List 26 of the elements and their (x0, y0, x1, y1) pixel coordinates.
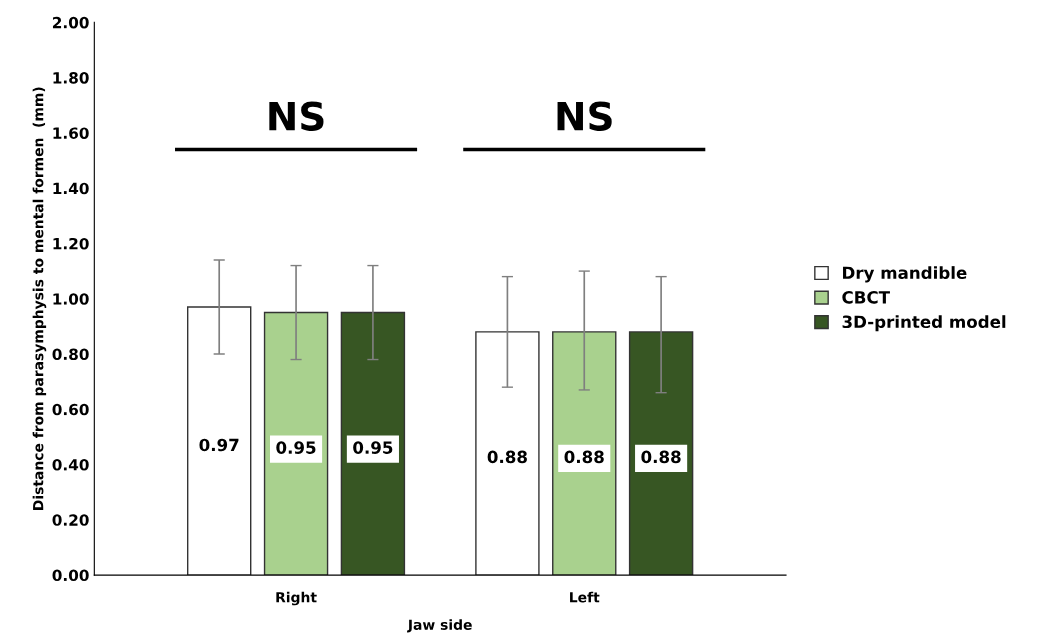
data-label: 0.88 (641, 450, 681, 464)
x-tick-label: Right (276, 591, 317, 606)
y-tick-label: 0.60 (52, 403, 89, 416)
data-label: 0.88 (487, 450, 527, 464)
data-label: 0.95 (353, 441, 393, 454)
y-tick-label: 0.20 (52, 514, 89, 526)
y-tick-label: 2.00 (52, 16, 89, 29)
legend-label: Dry mandible (843, 266, 967, 283)
y-tick-label: 1.20 (53, 237, 89, 250)
legend-label: CBCT (842, 291, 890, 304)
data-label: 0.95 (276, 441, 316, 454)
x-tick-label: Left (570, 591, 600, 603)
y-tick-label: 0.80 (52, 348, 89, 361)
y-tick-label: 0.00 (52, 569, 89, 582)
y-axis-title: Distance from parasymphysis to mental formen (mm) (32, 87, 47, 510)
annotation: NS (269, 101, 324, 131)
y-tick-label: 1.60 (53, 127, 89, 139)
y-tick-label: 1.80 (53, 72, 89, 84)
annotation: NS (557, 101, 612, 131)
y-tick-label: 0.40 (52, 459, 89, 471)
y-tick-label: 1.40 (53, 182, 89, 195)
data-label: 0.97 (199, 438, 239, 452)
x-axis-title: Jaw side (407, 619, 472, 633)
y-tick-label: 1.00 (53, 293, 89, 305)
data-label: 0.88 (564, 450, 604, 464)
legend-label: 3D-printed model (842, 315, 1006, 332)
